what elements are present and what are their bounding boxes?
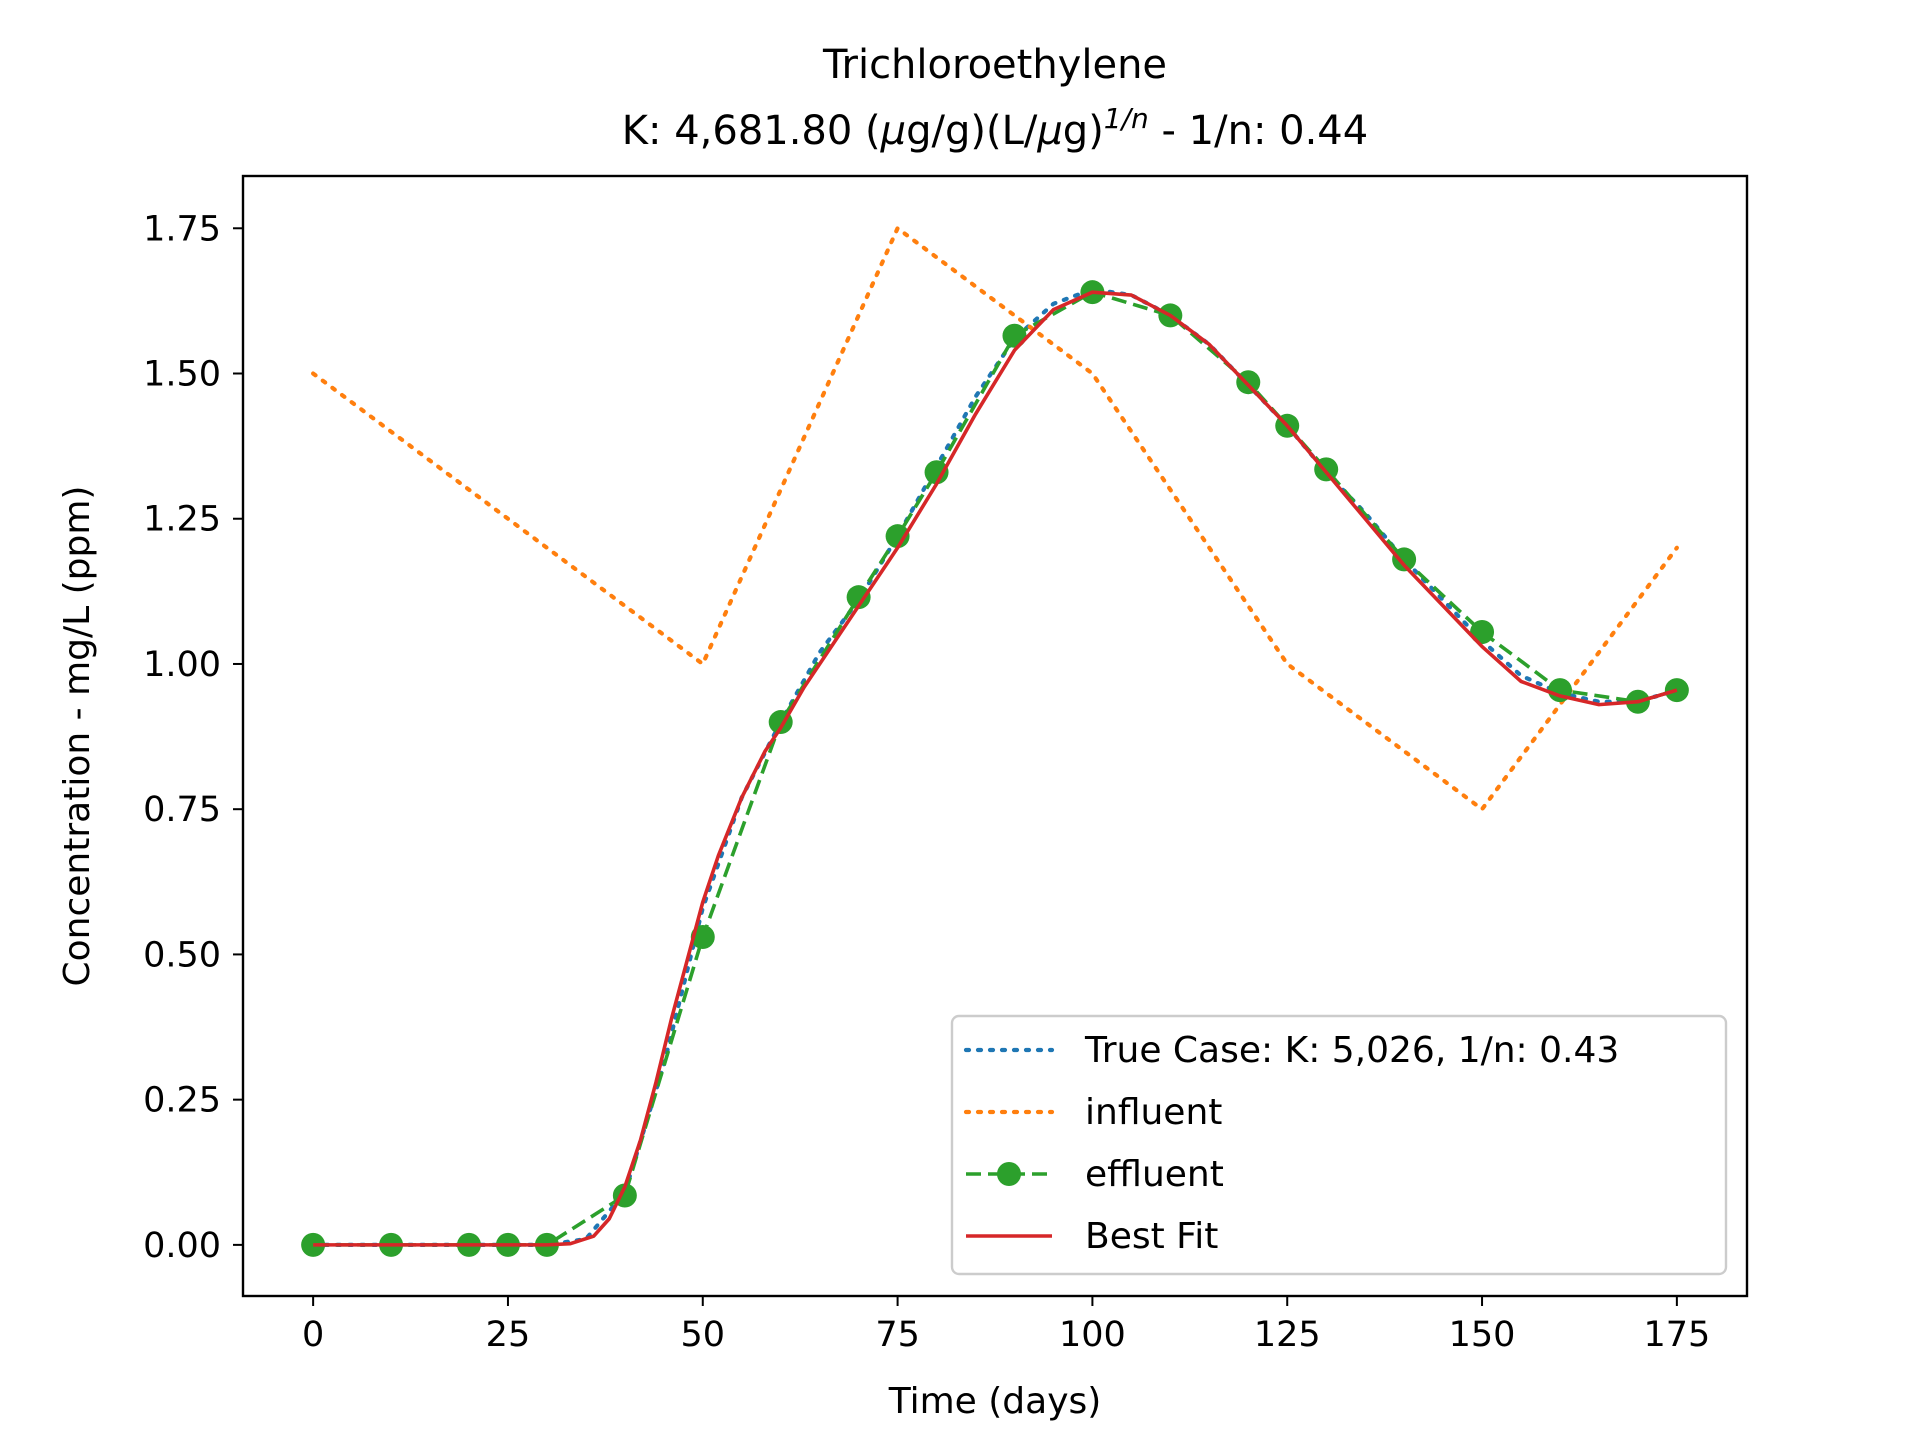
legend-label-best_fit: Best Fit xyxy=(1085,1216,1218,1257)
x-tick-label: 100 xyxy=(1059,1315,1126,1355)
effluent-line xyxy=(313,290,1678,1247)
x-axis-label: Time (days) xyxy=(888,1381,1102,1422)
legend-label-influent: influent xyxy=(1085,1092,1222,1133)
effluent-marker xyxy=(846,585,871,610)
x-tick-label: 25 xyxy=(486,1315,531,1355)
effluent-marker xyxy=(1470,620,1495,645)
series-layer xyxy=(301,226,1689,1257)
legend-frame xyxy=(950,1014,1728,1276)
legend-label-effluent: effluent xyxy=(1085,1154,1224,1195)
y-tick-label: 1.50 xyxy=(143,355,221,395)
y-axis-label: Concentration - mg/L (ppm) xyxy=(57,486,98,987)
effluent-marker xyxy=(885,524,910,549)
y-tick-label: 0.25 xyxy=(143,1081,221,1121)
y-tick-label: 0.00 xyxy=(143,1226,221,1266)
y-tick-label: 1.00 xyxy=(143,645,221,685)
legend-items: True Case: K: 5,026, 1/n: 0.43 influent ef… xyxy=(963,1030,1619,1257)
chart-title: Trichloroethylene xyxy=(822,42,1167,88)
x-tick-label: 0 xyxy=(302,1315,324,1355)
x-tick-label: 75 xyxy=(875,1315,920,1355)
effluent-marker xyxy=(1392,547,1417,572)
legend: True Case: K: 5,026, 1/n: 0.43 influent ef… xyxy=(950,1014,1728,1276)
chart-subtitle: K: 4,681.80 (μg/g)(L/μg)1/n - 1/n: 0.44 xyxy=(622,102,1368,154)
x-tick-label: 175 xyxy=(1643,1315,1710,1355)
legend-marker-effluent xyxy=(997,1162,1021,1186)
legend-label-true_case: True Case: K: 5,026, 1/n: 0.43 xyxy=(1084,1030,1619,1071)
true_case-line xyxy=(311,287,1679,1247)
y-tick-label: 0.75 xyxy=(143,790,221,830)
effluent-marker xyxy=(924,460,949,485)
y-tick-label: 0.50 xyxy=(143,935,221,975)
effluent-marker xyxy=(1002,323,1027,348)
plot-frame xyxy=(241,174,1749,1298)
influent-line xyxy=(311,226,1679,812)
best_fit-line xyxy=(313,290,1678,1247)
x-tick-label: 125 xyxy=(1254,1315,1321,1355)
effluent-marker xyxy=(1236,370,1261,395)
y-tick-label: 1.25 xyxy=(143,500,221,540)
y-axis-ticks: 0.00 0.25 0.50 0.75 1.00 1.25 1.50 1.75 xyxy=(143,209,243,1266)
x-tick-label: 150 xyxy=(1449,1315,1516,1355)
y-tick-label: 1.75 xyxy=(143,209,221,249)
x-axis-ticks: 0 25 50 75 100 125 150 175 xyxy=(302,1296,1710,1355)
x-tick-label: 50 xyxy=(680,1315,725,1355)
